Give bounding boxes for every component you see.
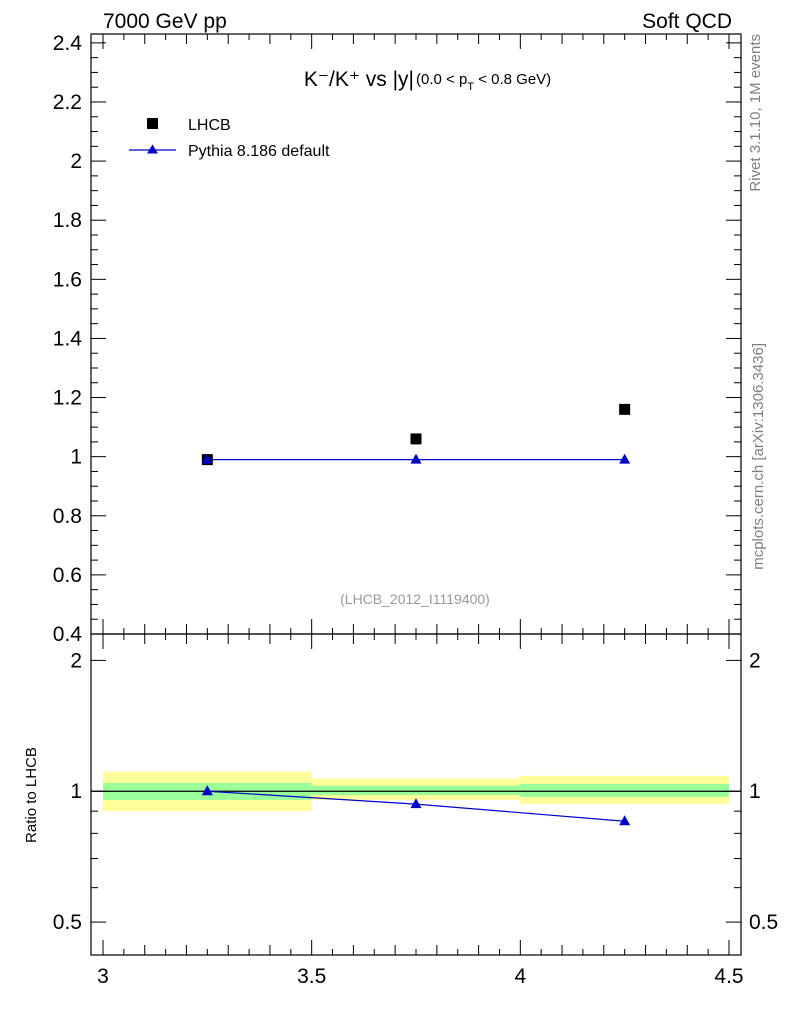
lhcb-point	[619, 403, 631, 415]
pythia-point	[410, 453, 422, 464]
y-tick-label: 0.8	[53, 505, 82, 528]
plot-title: K⁻/K⁺ vs |y|	[304, 68, 414, 91]
analysis-watermark: (LHCB_2012_I1119400)	[340, 591, 490, 607]
legend-marker-pythia	[147, 144, 158, 154]
legend: LHCB Pythia 8.186 default	[129, 117, 330, 160]
plot-title-cut: (0.0 < pT < 0.8 GeV)	[416, 71, 551, 93]
y-tick-label: 0.6	[53, 564, 82, 587]
y-tick-label: 1.4	[53, 327, 83, 350]
ratio-bands	[103, 771, 729, 812]
x-tick-label: 4	[514, 965, 526, 988]
data-series	[201, 403, 631, 826]
axis-labels: 3 3.5 4 4.5 0.4 0.6 0.8 1 1.2 1.4 1.6 1.8 2 2.2 2.4 0.5…	[53, 32, 778, 988]
plot-title-cut-close: < 0.8 GeV)	[474, 71, 551, 88]
ratio-pythia-point	[410, 798, 422, 809]
y-tick-label: 1.2	[53, 387, 82, 410]
pythia-point	[201, 453, 213, 464]
y-tick-label: 2.2	[53, 91, 82, 114]
plot-title-cut-sub: T	[467, 81, 474, 93]
y-tick-label: 1	[70, 446, 82, 469]
ratio-y-tick-label: 2	[70, 649, 82, 672]
pythia-point	[619, 453, 631, 464]
ratio-pythia-point	[201, 785, 213, 796]
legend-label-lhcb: LHCB	[188, 117, 231, 134]
uncertainty-band-inner	[520, 783, 729, 797]
ratio-ylabel: Ratio to LHCB	[23, 747, 40, 843]
uncertainty-band-inner	[311, 785, 521, 796]
x-tick-label: 3	[97, 965, 109, 988]
ratio-y-tick-label: 1	[70, 780, 82, 803]
legend-marker-lhcb	[147, 118, 158, 129]
plot-title-cut-open: (0.0 < p	[416, 71, 467, 88]
x-tick-label: 4.5	[714, 965, 743, 988]
y-tick-label: 1.6	[53, 268, 82, 291]
y-tick-label: 0.4	[53, 623, 83, 646]
plot-frames	[90, 33, 742, 956]
ratio-y-tick-label-right: 1	[749, 780, 761, 803]
mcplots-label: mcplots.cern.ch [arXiv:1306.3436]	[750, 343, 767, 570]
rivet-label: Rivet 3.1.10, 1M events	[747, 34, 764, 192]
y-tick-label: 2	[70, 150, 82, 173]
header-left: 7000 GeV pp	[103, 10, 227, 33]
x-tick-label: 3.5	[297, 965, 326, 988]
y-tick-label: 1.8	[53, 209, 82, 232]
axis-ticks	[91, 34, 741, 955]
lhcb-point	[410, 433, 422, 445]
legend-label-pythia: Pythia 8.186 default	[188, 143, 330, 160]
ratio-y-tick-label-right: 0.5	[749, 911, 778, 934]
ratio-y-tick-label-right: 2	[749, 649, 761, 672]
ratio-pythia-point	[619, 815, 631, 826]
y-tick-label: 2.4	[53, 32, 83, 55]
ratio-y-tick-label: 0.5	[53, 911, 82, 934]
header-right: Soft QCD	[642, 10, 732, 33]
